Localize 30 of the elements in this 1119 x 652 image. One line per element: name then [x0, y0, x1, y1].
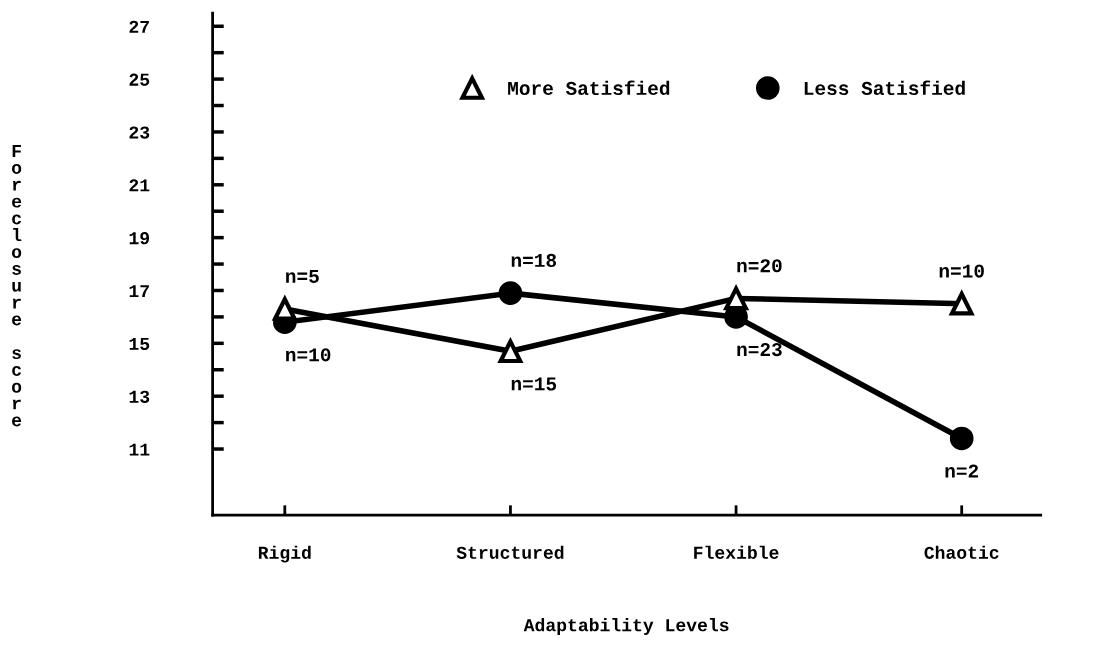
- annotation: n=15: [511, 377, 557, 391]
- y-tick-label: 27: [129, 20, 149, 33]
- x-tick-label: Structured: [456, 545, 564, 559]
- point: [949, 426, 974, 451]
- x-axis-title: Adaptability Levels: [523, 618, 729, 635]
- y-tick-label: 21: [129, 179, 150, 192]
- x-tick-label: Flexible: [694, 545, 779, 559]
- y-tick-label: 15: [129, 337, 150, 351]
- point: [498, 281, 523, 305]
- y-tick-label: 25: [129, 73, 150, 86]
- annotation: n=10: [939, 264, 984, 278]
- point: [948, 289, 975, 316]
- annotation: n=20: [737, 259, 782, 273]
- annotation: n=2: [945, 464, 979, 478]
- y-tick-label: 17: [129, 285, 149, 298]
- annotation: n=18: [511, 253, 557, 268]
- legend-label: More Satisfied: [508, 80, 670, 96]
- y-tick-label: 23: [129, 126, 150, 139]
- x-tick-label: Chaotic: [924, 545, 999, 559]
- y-tick-label: 13: [129, 390, 150, 403]
- text: Foreclosure score: [12, 145, 22, 427]
- point: [723, 284, 750, 311]
- annotation: n=5: [286, 269, 319, 283]
- y-tick-label: 11: [129, 443, 150, 456]
- annotation: n=10: [286, 348, 331, 362]
- x-tick-label: Rigid: [258, 545, 311, 563]
- y-tick-label: 19: [129, 232, 150, 245]
- legend-label: Less Satisfied: [804, 80, 965, 96]
- point: [498, 339, 523, 364]
- annotation: n=23: [737, 342, 782, 357]
